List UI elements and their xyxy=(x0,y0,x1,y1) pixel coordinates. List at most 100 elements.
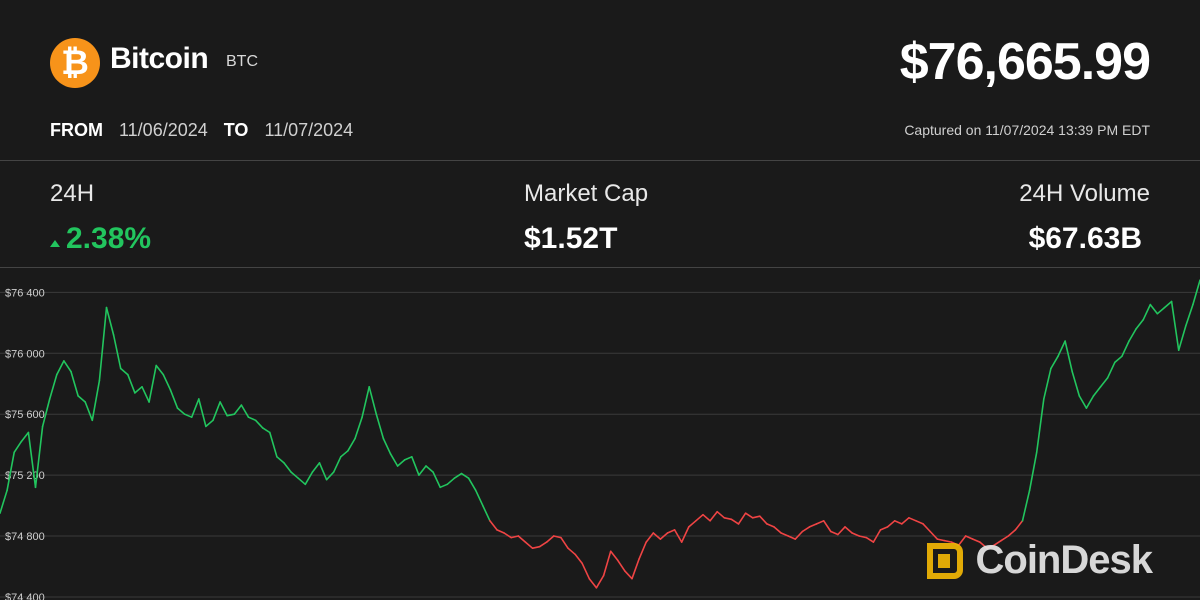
price-line-segment xyxy=(325,471,335,481)
price-line-segment xyxy=(893,520,903,525)
price-line-segment xyxy=(616,559,626,572)
price-line-segment xyxy=(1185,303,1194,327)
price-line-segment xyxy=(908,517,917,522)
price-line-segment xyxy=(581,562,591,580)
header-divider xyxy=(0,160,1200,161)
coin-ticker: BTC xyxy=(226,53,258,70)
price-line-segment xyxy=(198,398,207,428)
y-tick-label: $75 600 xyxy=(5,409,45,421)
price-line-segment xyxy=(339,450,349,458)
price-line-segment xyxy=(808,523,818,528)
price-line-segment xyxy=(55,360,65,376)
price-line-segment xyxy=(794,530,804,540)
price-line-segment xyxy=(574,553,584,565)
price-line-segment xyxy=(986,544,995,550)
price-line-segment xyxy=(63,360,72,373)
price-line-segment xyxy=(297,477,307,486)
price-line-segment xyxy=(375,413,385,440)
price-line-segment xyxy=(446,477,456,486)
price-line-segment xyxy=(467,477,477,492)
price-line-segment xyxy=(396,459,406,467)
price-line-segment xyxy=(418,465,427,476)
price-line-segment xyxy=(347,437,356,452)
price-line-segment xyxy=(425,465,434,473)
price-line-segment xyxy=(13,440,23,454)
price-line-segment xyxy=(751,515,761,519)
price-line-segment xyxy=(1106,361,1116,379)
price-line-segment xyxy=(1092,386,1102,397)
price-line-segment xyxy=(915,520,924,525)
y-tick-label: $76 000 xyxy=(5,348,45,360)
price-line-segment xyxy=(432,471,442,489)
price-line-segment xyxy=(829,530,839,536)
price-line-segment xyxy=(964,535,974,540)
price-line-segment xyxy=(190,398,200,418)
price-line-segment xyxy=(1170,300,1180,351)
price-line-segment xyxy=(318,462,328,481)
price-line-segment xyxy=(552,535,562,539)
price-line-segment xyxy=(631,558,640,580)
from-date: 11/06/2024 xyxy=(119,120,208,140)
price-line-segment xyxy=(1192,279,1200,306)
coindesk-logo-icon xyxy=(926,542,963,579)
price-line-segment xyxy=(1064,340,1073,373)
price-line-segment xyxy=(780,532,790,537)
price-line-segment xyxy=(1000,535,1010,542)
price-line-segment xyxy=(815,520,825,525)
price-line-segment xyxy=(141,386,150,403)
price-line-segment xyxy=(169,389,179,409)
price-line-segment xyxy=(993,539,1003,547)
y-tick-label: $76 400 xyxy=(5,287,45,299)
price-line-segment xyxy=(205,419,214,428)
price-line-segment xyxy=(361,386,371,418)
price-line-segment xyxy=(261,427,271,434)
y-tick-label: $74 800 xyxy=(5,531,45,543)
price-line-segment xyxy=(84,401,94,422)
price-line-segment xyxy=(453,472,463,479)
price-line-segment xyxy=(744,512,754,519)
change-label: 24H xyxy=(50,180,95,207)
price-line-segment xyxy=(1156,306,1166,315)
price-line-segment xyxy=(496,529,505,534)
price-line-segment xyxy=(517,535,527,543)
price-line-segment xyxy=(460,472,470,479)
to-date: 11/07/2024 xyxy=(264,120,354,140)
price-line-segment xyxy=(268,431,278,458)
price-line-segment xyxy=(503,532,513,539)
price-line-segment xyxy=(27,431,37,489)
price-line-segment xyxy=(560,536,569,550)
price-line-segment xyxy=(1114,355,1123,364)
watermark-text: CoinDesk xyxy=(975,538,1153,582)
coin-name: Bitcoin xyxy=(110,42,209,75)
price-line-segment xyxy=(609,550,619,562)
price-line-segment xyxy=(219,401,228,417)
price-line-segment xyxy=(1121,340,1130,358)
price-line-segment xyxy=(602,550,612,577)
price-line-segment xyxy=(283,462,292,473)
price-line-segment xyxy=(837,526,846,536)
current-price: $76,665.99 xyxy=(899,33,1151,91)
price-line-segment xyxy=(481,504,491,522)
price-line-segment xyxy=(936,538,946,542)
price-line-segment xyxy=(929,530,939,540)
price-line-segment xyxy=(148,364,157,403)
price-line-segment xyxy=(886,520,896,528)
price-line-segment xyxy=(695,513,704,522)
price-line-segment xyxy=(865,536,875,543)
price-line-segment xyxy=(851,532,861,537)
price-line-segment xyxy=(758,515,768,525)
volume-label: 24H Volume xyxy=(1019,180,1150,207)
price-line-segment xyxy=(254,419,264,429)
price-line-segment xyxy=(702,513,711,522)
price-line-segment xyxy=(311,462,321,473)
price-line-segment xyxy=(971,538,981,543)
price-line-segment xyxy=(105,306,115,336)
price-line-segment xyxy=(1028,451,1038,492)
price-line-segment xyxy=(127,373,136,394)
change-percent: 2.38% xyxy=(66,222,152,255)
market-cap-value: $1.52T xyxy=(524,222,618,255)
price-line-segment xyxy=(6,451,15,492)
price-line-segment xyxy=(979,541,988,550)
price-line-segment xyxy=(240,404,250,418)
price-line-segment xyxy=(183,413,193,418)
